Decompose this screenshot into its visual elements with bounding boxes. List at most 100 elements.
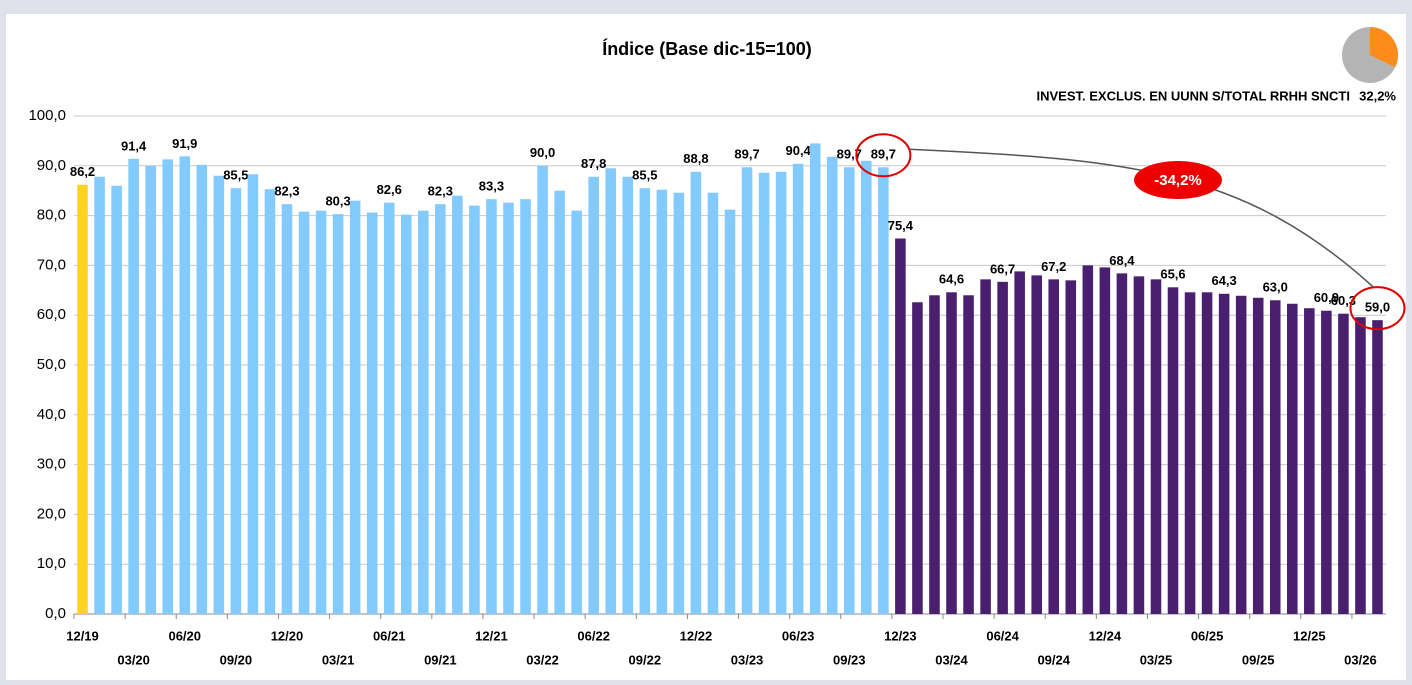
x-tick-label: 12/25 (1293, 628, 1326, 643)
bar (1304, 308, 1315, 614)
bar (690, 171, 702, 614)
value-label: 89,7 (734, 147, 759, 162)
bar (1048, 279, 1060, 614)
bar (809, 143, 821, 614)
bar (1355, 317, 1366, 614)
value-label: 65,6 (1160, 267, 1185, 282)
x-tick-label: 03/26 (1344, 652, 1377, 667)
bar (400, 214, 412, 614)
bar (673, 192, 685, 614)
x-tick-label: 06/20 (168, 628, 201, 643)
value-label: 86,2 (70, 164, 95, 179)
value-label: 64,6 (939, 272, 964, 287)
bar (383, 202, 395, 615)
y-tick-label: 0,0 (45, 605, 66, 622)
bar (213, 175, 225, 614)
value-label: 91,4 (121, 138, 147, 153)
y-tick-label: 80,0 (37, 207, 66, 224)
bar (469, 205, 480, 614)
x-tick-label: 03/23 (731, 652, 764, 667)
bar (878, 167, 889, 614)
bar (77, 184, 88, 614)
value-label: 67,2 (1041, 259, 1066, 274)
bar (1167, 287, 1179, 614)
value-label: 68,4 (1109, 253, 1135, 268)
y-tick-label: 20,0 (37, 505, 66, 522)
y-tick-label: 70,0 (37, 256, 66, 273)
bar (111, 185, 122, 614)
annotation-share: 32,2% (1359, 88, 1396, 103)
chart-title: Índice (Base dic-15=100) (602, 38, 812, 59)
bar (162, 159, 173, 615)
x-tick-label: 03/20 (117, 652, 150, 667)
bar (418, 210, 429, 614)
bar (707, 192, 719, 614)
y-tick-label: 40,0 (37, 406, 66, 423)
value-label: 59,0 (1365, 300, 1390, 315)
x-tick-label: 09/24 (1037, 652, 1070, 667)
x-tick-label: 06/21 (373, 628, 406, 643)
x-tick-label: 12/21 (475, 628, 508, 643)
bar (605, 168, 617, 615)
bar (196, 164, 208, 614)
bar (792, 163, 804, 615)
x-tick-label: 12/23 (884, 628, 917, 643)
bar (1287, 303, 1298, 614)
bar (179, 156, 191, 614)
x-tick-label: 03/25 (1140, 652, 1173, 667)
value-label: 89,7 (871, 147, 896, 162)
bar (758, 172, 770, 614)
value-label: 90,4 (785, 143, 811, 158)
bar (349, 200, 361, 614)
bar (1269, 300, 1281, 614)
bar (366, 212, 378, 614)
x-tick-label: 09/25 (1242, 652, 1275, 667)
value-label: 88,8 (683, 151, 708, 166)
x-tick-label: 06/25 (1191, 628, 1224, 643)
bar (826, 156, 838, 614)
value-label: 63,0 (1263, 280, 1288, 295)
bar (1116, 273, 1128, 614)
bar (1338, 313, 1349, 614)
highlight-circle (855, 133, 912, 178)
bar (1014, 271, 1025, 614)
bar (247, 174, 259, 615)
value-label: 90,0 (530, 145, 555, 160)
highlight-circle (1349, 286, 1406, 331)
value-label: 80,3 (325, 194, 350, 209)
value-label: 75,4 (888, 218, 914, 233)
y-tick-label: 30,0 (37, 456, 66, 473)
value-label: 60,3 (1331, 293, 1356, 308)
bar (1372, 320, 1383, 614)
bar (452, 195, 463, 614)
bar (775, 171, 787, 614)
bar (861, 160, 872, 614)
bar (145, 165, 156, 615)
value-label: 64,3 (1211, 273, 1236, 288)
x-tick-label: 12/22 (680, 628, 713, 643)
bar (946, 292, 957, 614)
x-tick-label: 09/23 (833, 652, 866, 667)
bar (622, 176, 634, 615)
bar (929, 295, 940, 614)
bar (503, 202, 514, 615)
x-tick-label: 03/24 (935, 652, 968, 667)
bar (588, 176, 599, 615)
change-badge (1134, 161, 1222, 199)
bar (1133, 276, 1145, 614)
bar (1031, 275, 1042, 614)
bar (315, 210, 327, 614)
y-tick-label: 10,0 (37, 555, 66, 572)
bar (332, 214, 344, 614)
value-label: 83,3 (479, 179, 504, 194)
y-tick-label: 60,0 (37, 306, 66, 323)
change-label: -34,2% (1154, 172, 1202, 189)
bar (94, 176, 105, 615)
share-pie-slice (1370, 27, 1399, 68)
bar (571, 210, 582, 614)
x-tick-label: 12/20 (271, 628, 304, 643)
bar (1099, 267, 1111, 614)
bar (298, 211, 310, 614)
bar (554, 190, 565, 614)
